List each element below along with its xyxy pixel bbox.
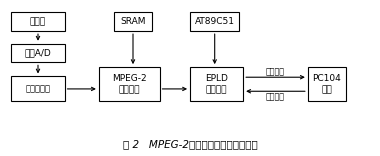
FancyBboxPatch shape [190,67,243,101]
Text: 图 2   MPEG-2硬件压缩框图和总线接口: 图 2 MPEG-2硬件压缩框图和总线接口 [123,139,257,149]
FancyBboxPatch shape [308,67,346,101]
Text: AT89C51: AT89C51 [195,17,235,26]
Text: SRAM: SRAM [120,17,146,26]
FancyBboxPatch shape [99,67,160,101]
Text: 视频码流: 视频码流 [266,68,285,77]
FancyBboxPatch shape [11,76,65,101]
Text: MPEG-2
视频编码: MPEG-2 视频编码 [112,74,147,94]
Text: PC104
主机: PC104 主机 [312,74,341,94]
Text: 视频预处理: 视频预处理 [25,84,51,93]
Text: 控制数据: 控制数据 [266,92,285,101]
Text: 摄像头: 摄像头 [30,17,46,26]
FancyBboxPatch shape [11,44,65,62]
FancyBboxPatch shape [114,12,152,31]
FancyBboxPatch shape [190,12,239,31]
FancyBboxPatch shape [11,12,65,31]
Text: EPLD
总线接口: EPLD 总线接口 [205,74,228,94]
Text: 视频A/D: 视频A/D [25,49,51,58]
